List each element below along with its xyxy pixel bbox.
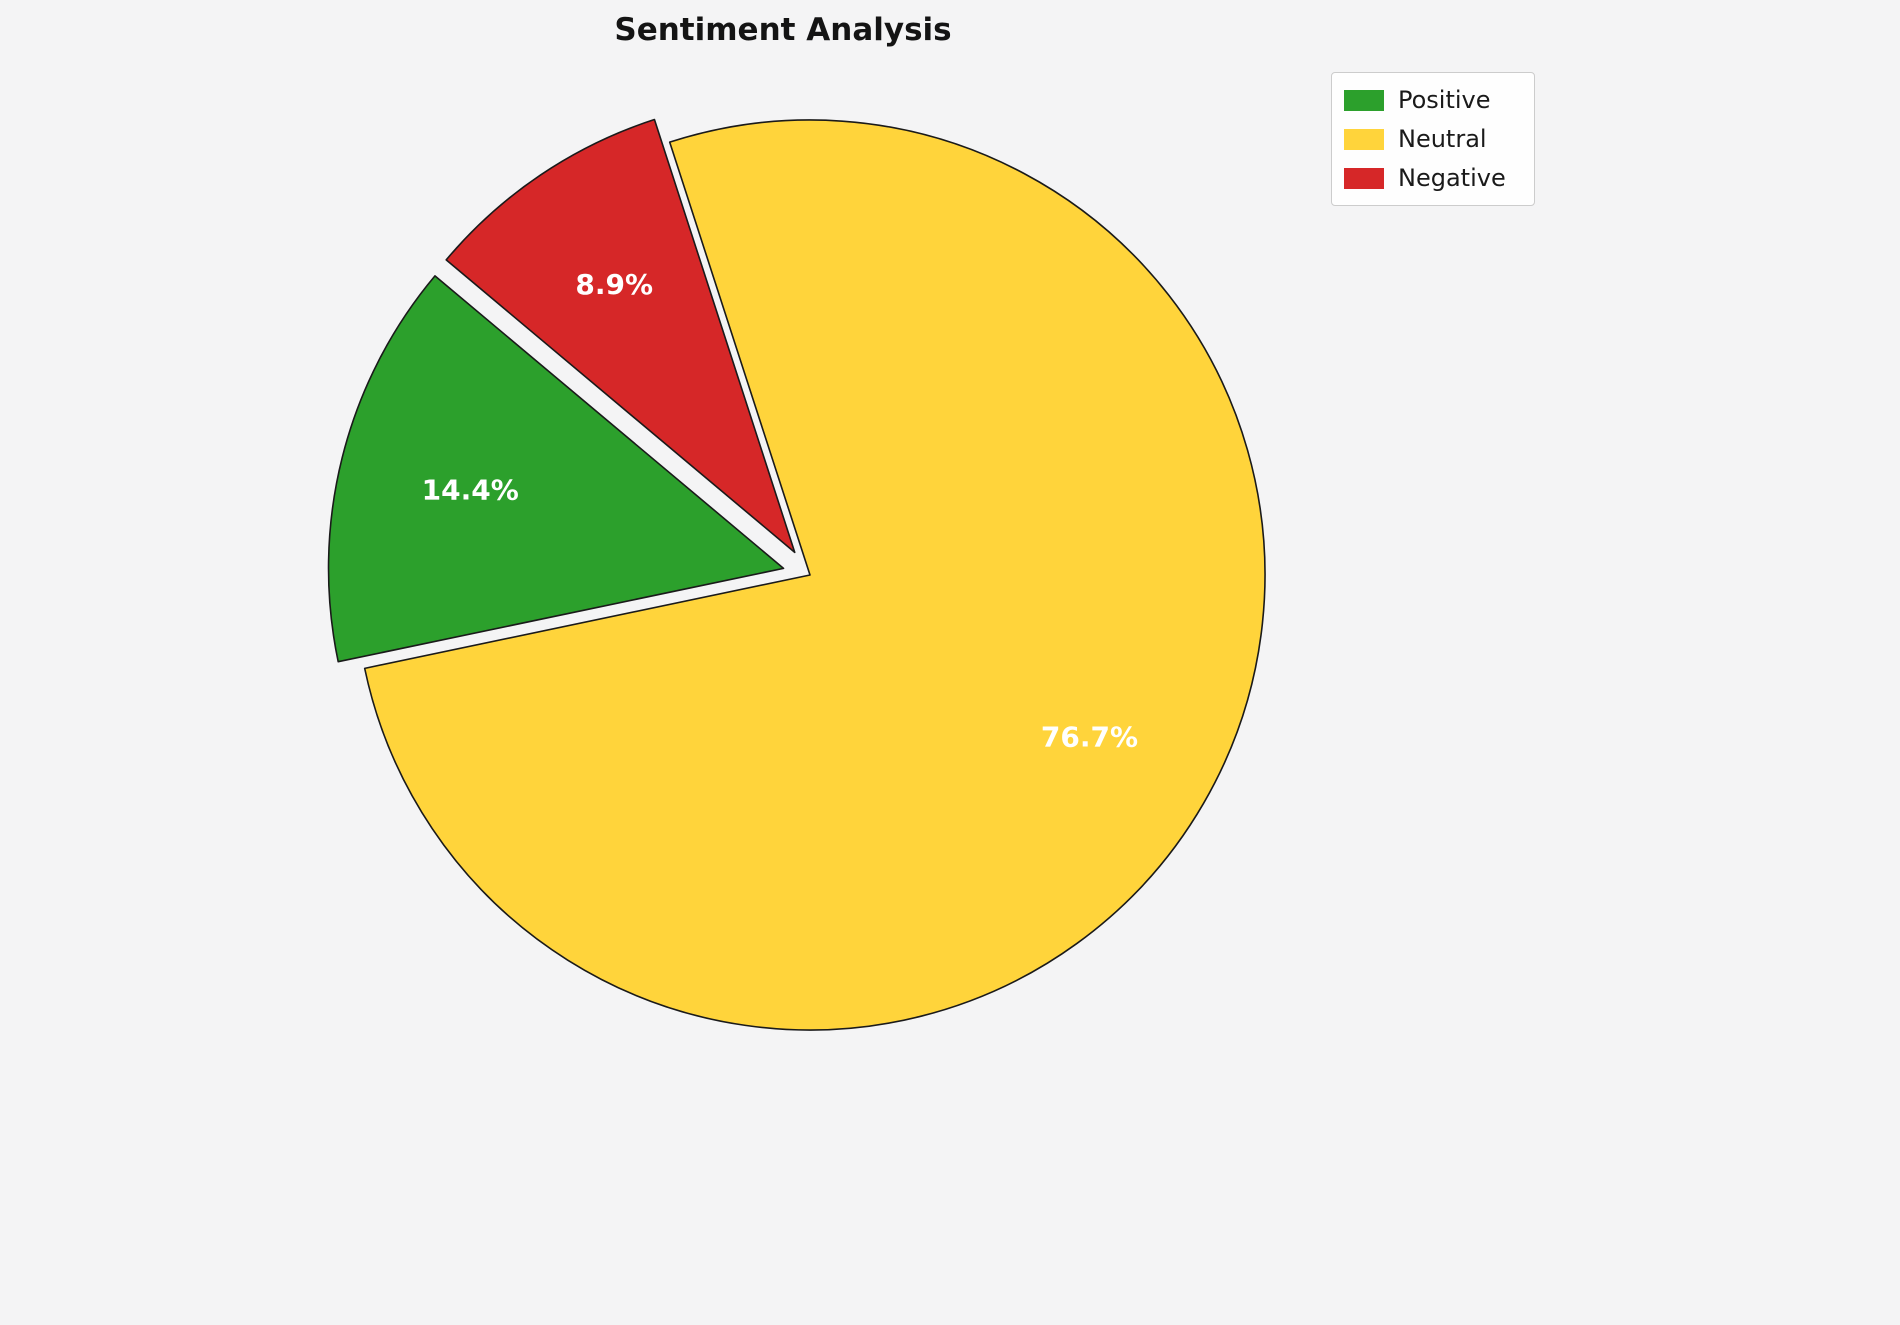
legend-swatch-negative (1344, 167, 1384, 189)
pie-slice-neutral (363, 119, 1266, 1031)
legend-item-positive: Positive (1344, 85, 1522, 115)
chart-legend: Positive Neutral Negative (1331, 72, 1535, 206)
legend-label-positive: Positive (1398, 86, 1491, 114)
legend-item-neutral: Neutral (1344, 124, 1522, 154)
legend-label-negative: Negative (1398, 164, 1506, 192)
pie-slice-positive (327, 275, 785, 663)
chart-title: Sentiment Analysis (614, 12, 952, 48)
pct-label-neutral: 76.7% (1041, 721, 1138, 754)
legend-label-neutral: Neutral (1398, 125, 1487, 153)
legend-swatch-positive (1344, 89, 1384, 111)
legend-swatch-neutral (1344, 128, 1384, 150)
pct-label-positive: 14.4% (422, 473, 519, 506)
pct-label-negative: 8.9% (575, 268, 653, 301)
pie-slice-negative (445, 118, 796, 554)
legend-item-negative: Negative (1344, 163, 1522, 193)
